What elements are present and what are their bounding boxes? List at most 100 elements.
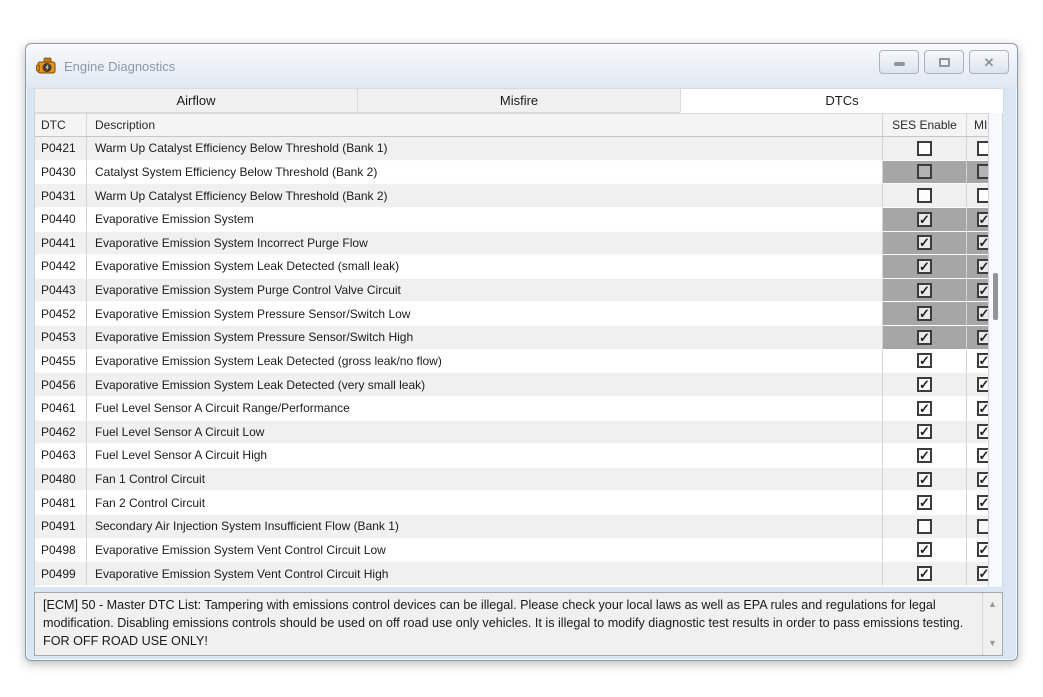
header-dtc[interactable]: DTC: [35, 114, 87, 136]
table-row[interactable]: P0498 Evaporative Emission System Vent C…: [35, 538, 1002, 563]
ses-enable-cell[interactable]: ✓: [883, 207, 967, 232]
table-body: P0421 Warm Up Catalyst Efficiency Below …: [35, 137, 1002, 586]
mil-checkbox[interactable]: ✓: [976, 306, 992, 322]
table-row[interactable]: P0456 Evaporative Emission System Leak D…: [35, 373, 1002, 397]
tab-misfire[interactable]: Misfire: [357, 88, 681, 113]
minimize-icon: [893, 62, 905, 66]
tab-airflow[interactable]: Airflow: [34, 88, 358, 113]
ses-enable-checkbox[interactable]: ✓: [917, 258, 932, 274]
ses-enable-cell[interactable]: ✓: [883, 420, 967, 445]
table-row[interactable]: P0431 Warm Up Catalyst Efficiency Below …: [35, 184, 1002, 208]
ses-enable-cell[interactable]: [883, 184, 967, 208]
description-cell: Evaporative Emission System Vent Control…: [87, 538, 883, 563]
ses-enable-cell[interactable]: ✓: [883, 302, 967, 326]
table-row[interactable]: P0462 Fuel Level Sensor A Circuit Low ✓ …: [35, 420, 1002, 445]
close-button[interactable]: ✕: [969, 50, 1009, 74]
ses-enable-cell[interactable]: ✓: [883, 538, 967, 563]
content-panel: Airflow Misfire DTCs DTC Description SES…: [34, 88, 1004, 656]
notice-scrollbar[interactable]: ▲ ▼: [982, 593, 1002, 655]
header-description[interactable]: Description: [87, 114, 883, 136]
description-cell: Warm Up Catalyst Efficiency Below Thresh…: [87, 184, 883, 208]
ses-enable-checkbox[interactable]: ✓: [917, 235, 932, 251]
table-row[interactable]: P0499 Evaporative Emission System Vent C…: [35, 562, 1002, 586]
title-bar[interactable]: Engine Diagnostics ✕: [26, 44, 1017, 88]
table-row[interactable]: P0440 Evaporative Emission System ✓ ✓: [35, 207, 1002, 232]
ses-enable-checkbox[interactable]: ✓: [917, 424, 932, 440]
dtc-cell: P0443: [35, 278, 87, 303]
dtc-table: DTC Description SES Enable MIL P0421 War…: [34, 113, 1003, 587]
ses-enable-checkbox[interactable]: ✓: [917, 495, 932, 511]
table-row[interactable]: P0452 Evaporative Emission System Pressu…: [35, 302, 1002, 326]
scroll-up-icon[interactable]: ▲: [988, 599, 997, 609]
scrollbar-thumb[interactable]: [993, 273, 998, 320]
ses-enable-checkbox[interactable]: ✓: [917, 447, 932, 463]
tab-dtcs[interactable]: DTCs: [680, 88, 1004, 113]
ses-enable-checkbox[interactable]: [917, 140, 932, 156]
table-row[interactable]: P0481 Fan 2 Control Circuit ✓ ✓: [35, 491, 1002, 515]
ses-enable-cell[interactable]: ✓: [883, 231, 967, 256]
table-row[interactable]: P0441 Evaporative Emission System Incorr…: [35, 231, 1002, 256]
table-row[interactable]: P0455 Evaporative Emission System Leak D…: [35, 349, 1002, 374]
table-vertical-scrollbar[interactable]: [988, 113, 1002, 587]
ses-enable-checkbox[interactable]: ✓: [917, 400, 932, 416]
description-cell: Evaporative Emission System: [87, 207, 883, 232]
ses-enable-cell[interactable]: ✓: [883, 491, 967, 515]
dtc-cell: P0491: [35, 515, 87, 539]
ses-enable-checkbox[interactable]: ✓: [917, 471, 932, 487]
description-cell: Evaporative Emission System Incorrect Pu…: [87, 231, 883, 256]
table-row[interactable]: P0480 Fan 1 Control Circuit ✓ ✓: [35, 467, 1002, 492]
ses-enable-checkbox[interactable]: ✓: [917, 282, 932, 298]
description-cell: Fuel Level Sensor A Circuit High: [87, 444, 883, 468]
table-row[interactable]: P0461 Fuel Level Sensor A Circuit Range/…: [35, 396, 1002, 421]
dtc-cell: P0442: [35, 255, 87, 279]
ses-enable-checkbox[interactable]: ✓: [917, 353, 932, 369]
ses-enable-cell[interactable]: ✓: [883, 349, 967, 374]
ses-enable-checkbox[interactable]: [917, 188, 932, 204]
table-row[interactable]: P0443 Evaporative Emission System Purge …: [35, 278, 1002, 303]
ses-enable-cell[interactable]: [883, 515, 967, 539]
table-row[interactable]: P0463 Fuel Level Sensor A Circuit High ✓…: [35, 444, 1002, 468]
ses-enable-checkbox[interactable]: ✓: [917, 329, 932, 345]
ses-enable-cell[interactable]: [883, 137, 967, 161]
tab-misfire-label: Misfire: [499, 93, 539, 108]
scroll-down-icon[interactable]: ▼: [988, 638, 997, 649]
dtc-cell: P0452: [35, 302, 87, 326]
ses-enable-cell[interactable]: ✓: [883, 562, 967, 586]
ses-enable-cell[interactable]: ✓: [883, 444, 967, 468]
ses-enable-checkbox[interactable]: ✓: [917, 306, 932, 322]
ses-enable-checkbox[interactable]: ✓: [917, 542, 932, 558]
ses-enable-checkbox[interactable]: ✓: [917, 566, 932, 582]
dtc-cell: P0430: [35, 160, 87, 185]
dtc-cell: P0440: [35, 207, 87, 232]
description-cell: Warm Up Catalyst Efficiency Below Thresh…: [87, 137, 883, 161]
ses-enable-cell[interactable]: ✓: [883, 467, 967, 492]
maximize-icon: [938, 57, 950, 67]
description-cell: Evaporative Emission System Pressure Sen…: [87, 326, 883, 350]
ses-enable-checkbox[interactable]: [917, 164, 932, 180]
dtc-cell: P0462: [35, 420, 87, 445]
ses-enable-cell[interactable]: ✓: [883, 255, 967, 279]
table-row[interactable]: P0453 Evaporative Emission System Pressu…: [35, 326, 1002, 350]
minimize-button[interactable]: [879, 50, 919, 74]
description-cell: Fuel Level Sensor A Circuit Low: [87, 420, 883, 445]
header-ses-enable[interactable]: SES Enable: [883, 114, 967, 136]
ses-enable-cell[interactable]: ✓: [883, 373, 967, 397]
table-row[interactable]: P0491 Secondary Air Injection System Ins…: [35, 515, 1002, 539]
table-header: DTC Description SES Enable MIL: [35, 113, 1002, 137]
ses-enable-cell[interactable]: [883, 160, 967, 185]
notice-box[interactable]: [ECM] 50 - Master DTC List: Tampering wi…: [34, 592, 1003, 656]
description-cell: Fuel Level Sensor A Circuit Range/Perfor…: [87, 396, 883, 421]
description-cell: Catalyst System Efficiency Below Thresho…: [87, 160, 883, 185]
ses-enable-cell[interactable]: ✓: [883, 278, 967, 303]
table-row[interactable]: P0430 Catalyst System Efficiency Below T…: [35, 160, 1002, 185]
ses-enable-cell[interactable]: ✓: [883, 326, 967, 350]
ses-enable-cell[interactable]: ✓: [883, 396, 967, 421]
description-cell: Evaporative Emission System Purge Contro…: [87, 278, 883, 303]
ses-enable-checkbox[interactable]: [917, 518, 932, 534]
ses-enable-checkbox[interactable]: ✓: [917, 211, 932, 227]
dtc-cell: P0463: [35, 444, 87, 468]
table-row[interactable]: P0442 Evaporative Emission System Leak D…: [35, 255, 1002, 279]
ses-enable-checkbox[interactable]: ✓: [917, 377, 932, 393]
table-row[interactable]: P0421 Warm Up Catalyst Efficiency Below …: [35, 137, 1002, 161]
maximize-button[interactable]: [924, 50, 964, 74]
